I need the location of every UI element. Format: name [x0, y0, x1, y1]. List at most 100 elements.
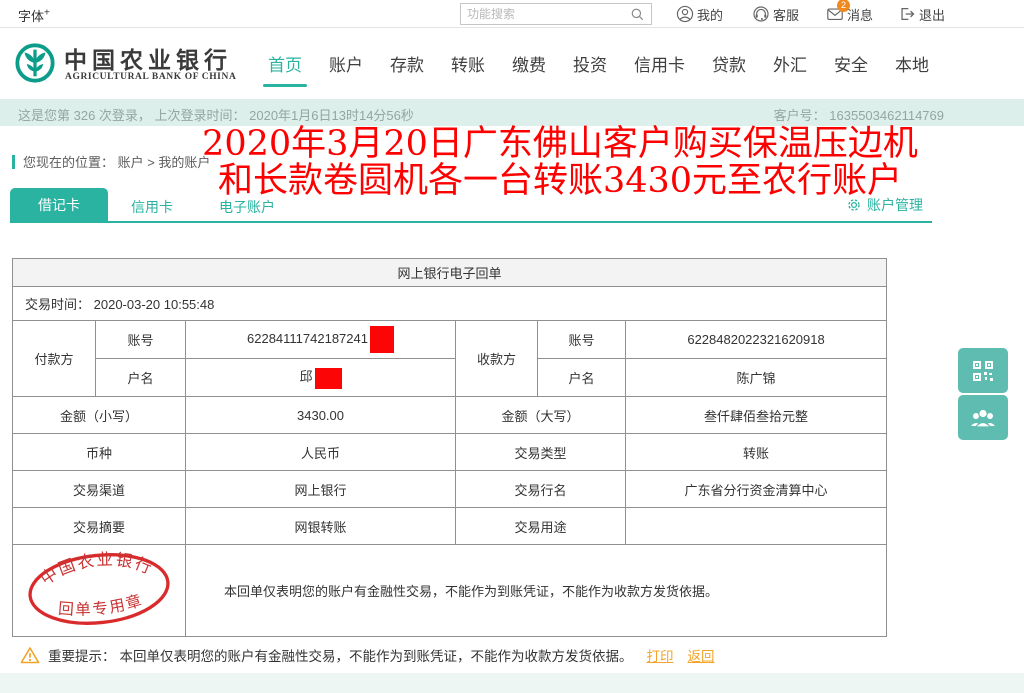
payer-name-value: 邱 — [185, 358, 456, 397]
payee-label: 收款方 — [455, 320, 538, 397]
breadcrumb: 您现在的位置： 账户 > 我的账户 — [12, 152, 210, 171]
main-nav: 首页 账户 存款 转账 缴费 投资 信用卡 贷款 外汇 安全 本地 — [263, 51, 929, 87]
summary-value: 网银转账 — [185, 507, 456, 545]
nav-item-transfer[interactable]: 转账 — [451, 56, 485, 75]
channel-label: 交易渠道 — [12, 470, 186, 508]
purpose-label: 交易用途 — [455, 507, 626, 545]
nav-item-local[interactable]: 本地 — [895, 56, 929, 75]
branch-value: 广东省分行资金清算中心 — [624, 470, 888, 508]
svg-text:中国农业银行: 中国农业银行 — [35, 545, 158, 590]
annotation-line-1: 2020年3月20日广东佛山客户购买保温压边机 — [202, 124, 918, 164]
receipt-title: 网上银行电子回单 — [11, 258, 888, 287]
print-link[interactable]: 打印 — [646, 649, 674, 664]
tab-debit-card[interactable]: 借记卡 — [10, 188, 108, 221]
logout-menu[interactable]: 退出 — [898, 4, 945, 24]
receipt-table: 网上银行电子回单 交易时间： 2020-03-20 10:55:48 付款方 账… — [11, 258, 888, 637]
payer-account-number: 62284111742187241 — [247, 330, 368, 346]
bank-stamp: 中国农业银行 回单专用章 — [28, 545, 170, 625]
search-icon[interactable] — [630, 7, 645, 22]
gear-icon — [848, 199, 860, 211]
customer-number: 客户号： 1635503462114769 — [773, 108, 944, 123]
account-manage-button[interactable]: 账户管理 — [846, 195, 923, 215]
qr-code-button[interactable] — [958, 348, 1008, 393]
nav-item-security[interactable]: 安全 — [834, 56, 868, 75]
payer-name-label: 户名 — [95, 358, 186, 397]
message-count-badge: 2 — [837, 0, 850, 12]
login-info-text: 这是您第 326 次登录， 上次登录时间： 2020年1月6日13时14分56秒 — [18, 108, 414, 123]
amount-lower-value: 3430.00 — [185, 396, 456, 434]
login-info-bar: 这是您第 326 次登录， 上次登录时间： 2020年1月6日13时14分56秒… — [0, 99, 1024, 126]
txn-type-value: 转账 — [624, 433, 888, 471]
service-label: 客服 — [773, 7, 800, 23]
logout-icon — [898, 5, 916, 23]
bottom-strip — [0, 673, 1024, 693]
font-plus[interactable]: + — [44, 7, 50, 19]
breadcrumb-text: 您现在的位置： 账户 > 我的账户 — [23, 155, 211, 170]
account-tabs: 借记卡 信用卡 电子账户 账户管理 — [0, 188, 1024, 224]
customer-service-menu[interactable]: 客服 — [752, 4, 799, 24]
payer-account-label: 账号 — [95, 320, 186, 359]
nav-item-invest[interactable]: 投资 — [573, 56, 607, 75]
warning-text: 本回单仅表明您的账户有金融性交易，不能作为到账凭证，不能作为收款方发货依据。 — [119, 649, 633, 664]
online-service-button[interactable] — [958, 395, 1008, 440]
payee-account-label: 账号 — [537, 320, 626, 359]
amount-upper-label: 金额（大写） — [455, 396, 626, 434]
branch-label: 交易行名 — [455, 470, 626, 508]
payee-name-value: 陈广锦 — [624, 358, 888, 397]
annotation-line-2: 和长款卷圆机各一台转账3430元至农行账户 — [217, 161, 903, 201]
envelope-icon: 2 — [826, 0, 850, 23]
summary-label: 交易摘要 — [12, 507, 186, 545]
channel-value: 网上银行 — [185, 470, 456, 508]
redaction-box — [314, 367, 342, 389]
message-label: 消息 — [847, 7, 874, 23]
my-label: 我的 — [697, 7, 724, 23]
transaction-time-label: 交易时间： — [25, 297, 91, 312]
footer-warning: 重要提示： 本回单仅表明您的账户有金融性交易，不能作为到账凭证，不能作为收款方发… — [20, 645, 715, 665]
payer-name-text: 邱 — [299, 369, 313, 385]
bank-name-cn: 中国农业银行 — [64, 48, 232, 73]
amount-upper-value: 叁仟肆佰叁拾元整 — [624, 396, 888, 434]
payee-account-value: 6228482022321620918 — [624, 320, 888, 359]
currency-value: 人民币 — [185, 433, 456, 471]
nav-item-payments[interactable]: 缴费 — [512, 56, 546, 75]
payer-label: 付款方 — [12, 320, 96, 397]
headset-icon — [752, 5, 770, 23]
red-annotation-overlay: 2020年3月20日广东佛山客户购买保温压边机 和长款卷圆机各一台转账3430元… — [160, 126, 960, 200]
nav-item-loans[interactable]: 贷款 — [712, 56, 746, 75]
stamp-text-top: 中国农业银行 — [35, 546, 158, 590]
nav-item-accounts[interactable]: 账户 — [329, 56, 363, 75]
nav-item-forex[interactable]: 外汇 — [773, 56, 807, 75]
stamp-cell: 中国农业银行 回单专用章 — [12, 544, 186, 637]
payer-account-value: 62284111742187241 — [185, 320, 456, 359]
transaction-time-cell: 交易时间： 2020-03-20 10:55:48 — [11, 286, 888, 321]
amount-lower-label: 金额（小写） — [12, 396, 186, 434]
font-size-control[interactable]: 字体+ — [18, 7, 50, 24]
top-utility-bar: 字体+ 我的 客服 — [0, 0, 1024, 28]
back-link[interactable]: 返回 — [687, 649, 715, 664]
side-floating-buttons — [958, 348, 1008, 442]
function-search-box[interactable] — [460, 3, 652, 25]
purpose-value — [624, 507, 888, 545]
site-header: 中国农业银行 AGRICULTURAL BANK OF CHINA 首页 账户 … — [0, 29, 1024, 98]
tab-credit-card[interactable]: 信用卡 — [131, 199, 173, 215]
bank-logo-icon — [14, 42, 56, 89]
my-account-menu[interactable]: 我的 — [676, 4, 723, 24]
transaction-time-value: 2020-03-20 10:55:48 — [93, 297, 215, 312]
tab-e-account[interactable]: 电子账户 — [219, 199, 275, 215]
nav-item-home[interactable]: 首页 — [263, 51, 307, 87]
warning-icon — [20, 646, 40, 663]
messages-menu[interactable]: 2 消息 — [826, 0, 874, 24]
warning-label: 重要提示： — [48, 649, 116, 664]
currency-label: 币种 — [12, 433, 186, 471]
people-icon — [971, 408, 995, 428]
nav-item-credit-card[interactable]: 信用卡 — [634, 56, 685, 75]
search-input[interactable] — [467, 7, 630, 21]
breadcrumb-accent-bar — [12, 154, 15, 169]
logout-label: 退出 — [919, 7, 946, 23]
account-manage-label: 账户管理 — [867, 197, 923, 213]
receipt-disclaimer: 本回单仅表明您的账户有金融性交易，不能作为到账凭证，不能作为收款方发货依据。 — [184, 544, 888, 637]
payee-name-label: 户名 — [537, 358, 626, 397]
user-icon — [676, 5, 694, 23]
bank-name-en: AGRICULTURAL BANK OF CHINA — [65, 72, 237, 82]
nav-item-deposits[interactable]: 存款 — [390, 56, 424, 75]
